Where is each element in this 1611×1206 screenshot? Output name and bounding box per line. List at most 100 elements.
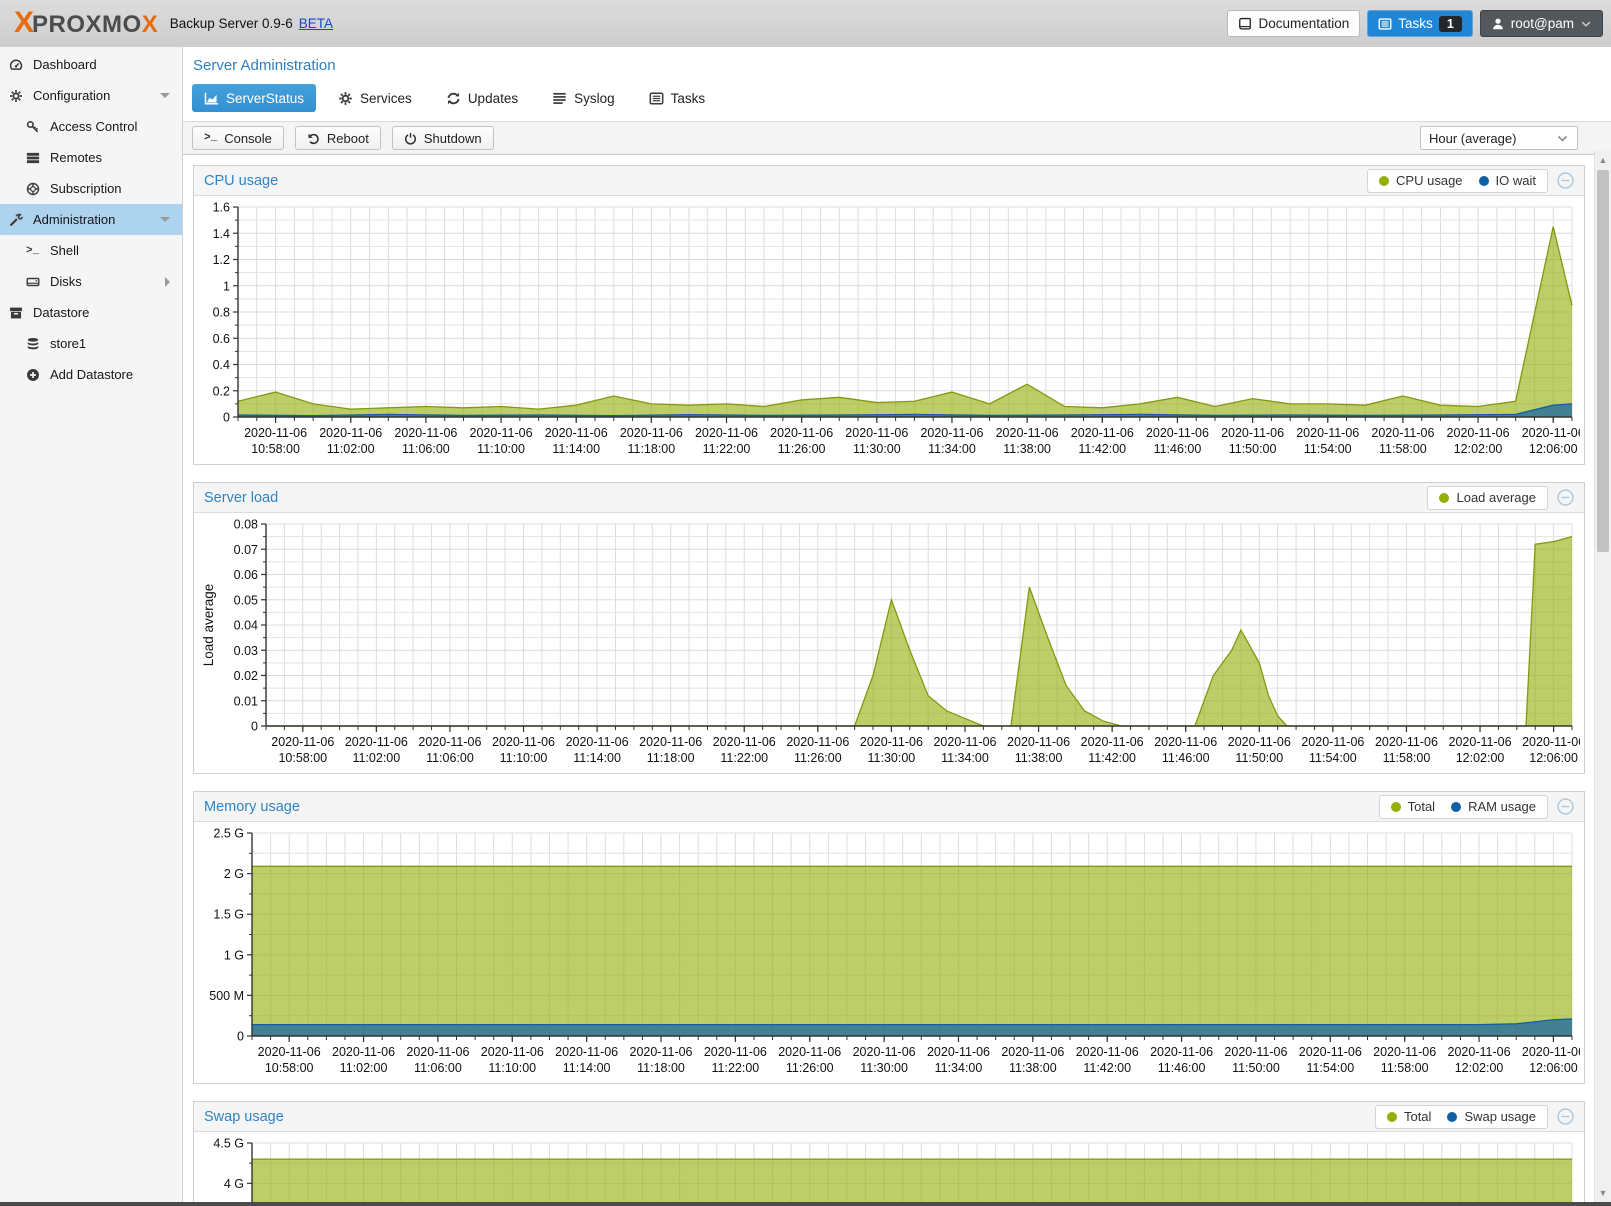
tab-syslog[interactable]: Syslog (540, 84, 627, 112)
svg-text:2020-11-06: 2020-11-06 (933, 735, 996, 749)
svg-text:1.5 G: 1.5 G (213, 908, 244, 922)
legend-dot-blue (1479, 176, 1489, 186)
sidebar-item-dashboard[interactable]: Dashboard (0, 49, 182, 80)
app-root: X PROXMO X Backup Server 0.9-6 BETA Docu… (0, 0, 1611, 1206)
sidebar-item-disks[interactable]: Disks (0, 266, 182, 297)
svg-text:11:58:00: 11:58:00 (1381, 1061, 1429, 1075)
tasks-label: Tasks (1398, 16, 1433, 31)
collapse-panel-icon[interactable] (1557, 172, 1574, 189)
svg-text:10:58:00: 10:58:00 (251, 442, 300, 456)
legend-dot-green (1391, 802, 1401, 812)
collapse-panel-icon[interactable] (1557, 798, 1574, 815)
logo-word: PROXMO (32, 11, 142, 39)
beta-link[interactable]: BETA (299, 16, 333, 31)
svg-text:2020-11-06: 2020-11-06 (481, 1045, 544, 1059)
svg-text:12:06:00: 12:06:00 (1529, 442, 1578, 456)
collapse-caret-icon[interactable] (160, 217, 170, 222)
scrollbar-thumb[interactable] (1597, 170, 1609, 552)
svg-text:11:14:00: 11:14:00 (563, 1061, 611, 1075)
svg-text:2020-11-06: 2020-11-06 (258, 1045, 321, 1059)
plus-circle-icon (26, 367, 43, 382)
shutdown-button[interactable]: Shutdown (392, 126, 494, 150)
gears-icon (338, 91, 353, 106)
panel-title: Server load (204, 490, 278, 506)
sidebar-item-remotes[interactable]: Remotes (0, 142, 182, 173)
svg-text:11:10:00: 11:10:00 (477, 442, 525, 456)
user-menu-button[interactable]: root@pam (1480, 10, 1603, 37)
svg-text:0.02: 0.02 (234, 669, 258, 683)
sidebar-item-add-datastore[interactable]: Add Datastore (0, 359, 182, 390)
svg-text:11:46:00: 11:46:00 (1158, 1061, 1206, 1075)
documentation-button[interactable]: Documentation (1227, 10, 1360, 37)
gauge-icon (9, 57, 26, 72)
sidebar-item-datastore[interactable]: Datastore (0, 297, 182, 328)
sidebar-item-store1[interactable]: store1 (0, 328, 182, 359)
sidebar-item-label: Dashboard (33, 57, 97, 72)
svg-text:0.07: 0.07 (234, 543, 258, 557)
undo-icon (307, 132, 320, 145)
sidebar-item-label: Subscription (50, 181, 122, 196)
sidebar-item-administration[interactable]: Administration (0, 204, 182, 235)
tab-tasks[interactable]: Tasks (637, 84, 718, 112)
svg-text:11:50:00: 11:50:00 (1235, 751, 1283, 765)
collapse-panel-icon[interactable] (1557, 489, 1574, 506)
database-icon (26, 336, 43, 351)
svg-text:11:06:00: 11:06:00 (402, 442, 450, 456)
vertical-scrollbar[interactable]: ▲ ▼ (1594, 151, 1611, 1202)
svg-text:12:02:00: 12:02:00 (1455, 1061, 1504, 1075)
server-load-legend: Load average (1427, 486, 1548, 510)
svg-text:1.6: 1.6 (213, 201, 230, 215)
legend-label: Swap usage (1464, 1109, 1536, 1124)
sidebar-item-access-control[interactable]: Access Control (0, 111, 182, 142)
server-load-chart: 0.080.070.060.050.040.030.020.0102020-11… (194, 513, 1584, 773)
svg-text:10:58:00: 10:58:00 (265, 1061, 314, 1075)
svg-text:2020-11-06: 2020-11-06 (860, 735, 923, 749)
svg-text:2020-11-06: 2020-11-06 (1299, 1045, 1362, 1059)
tab-services[interactable]: Services (326, 84, 424, 112)
sidebar-item-configuration[interactable]: Configuration (0, 80, 182, 111)
svg-text:2020-11-06: 2020-11-06 (492, 735, 555, 749)
svg-text:2020-11-06: 2020-11-06 (704, 1045, 767, 1059)
svg-text:10:58:00: 10:58:00 (278, 751, 327, 765)
console-button[interactable]: >_ Console (192, 126, 284, 150)
reboot-button[interactable]: Reboot (295, 126, 381, 150)
server-rows-icon (26, 150, 43, 165)
cpu-usage-panel: CPU usage CPU usage IO wait (193, 165, 1585, 465)
svg-text:1 G: 1 G (224, 948, 244, 962)
svg-text:2020-11-06: 2020-11-06 (770, 426, 833, 440)
svg-text:2020-11-06: 2020-11-06 (630, 1045, 693, 1059)
svg-text:2020-11-06: 2020-11-06 (845, 426, 908, 440)
svg-text:2020-11-06: 2020-11-06 (920, 426, 983, 440)
panel-title: CPU usage (204, 173, 278, 189)
svg-text:0: 0 (251, 720, 258, 734)
scroll-down-icon[interactable]: ▼ (1595, 1185, 1611, 1201)
svg-text:0.6: 0.6 (213, 332, 230, 346)
svg-text:11:22:00: 11:22:00 (720, 751, 768, 765)
life-ring-icon (26, 181, 43, 196)
svg-text:0.05: 0.05 (234, 593, 258, 607)
user-menu-label: root@pam (1511, 16, 1574, 31)
collapse-caret-icon[interactable] (160, 93, 170, 98)
tab-serverstatus[interactable]: ServerStatus (192, 84, 316, 112)
collapse-panel-icon[interactable] (1557, 1108, 1574, 1125)
svg-text:11:42:00: 11:42:00 (1078, 442, 1126, 456)
svg-text:500 M: 500 M (209, 989, 244, 1003)
scroll-up-icon[interactable]: ▲ (1595, 152, 1611, 168)
svg-text:2020-11-06: 2020-11-06 (1301, 735, 1364, 749)
svg-text:11:22:00: 11:22:00 (712, 1061, 760, 1075)
sidebar-item-subscription[interactable]: Subscription (0, 173, 182, 204)
time-range-select[interactable]: Hour (average) (1420, 126, 1578, 150)
svg-text:12:06:00: 12:06:00 (1529, 751, 1578, 765)
tasks-button[interactable]: Tasks 1 (1367, 10, 1472, 37)
svg-text:2020-11-06: 2020-11-06 (778, 1045, 841, 1059)
svg-text:2020-11-06: 2020-11-06 (332, 1045, 395, 1059)
svg-text:2020-11-06: 2020-11-06 (853, 1045, 916, 1059)
legend-entry: RAM usage (1451, 799, 1536, 814)
legend-entry: Total (1391, 799, 1435, 814)
tab-updates[interactable]: Updates (434, 84, 530, 112)
tab-label: Updates (468, 91, 518, 106)
sidebar-item-shell[interactable]: >_ Shell (0, 235, 182, 266)
expand-caret-icon[interactable] (165, 277, 170, 287)
svg-text:2020-11-06: 2020-11-06 (566, 735, 629, 749)
sidebar-item-label: Disks (50, 274, 82, 289)
